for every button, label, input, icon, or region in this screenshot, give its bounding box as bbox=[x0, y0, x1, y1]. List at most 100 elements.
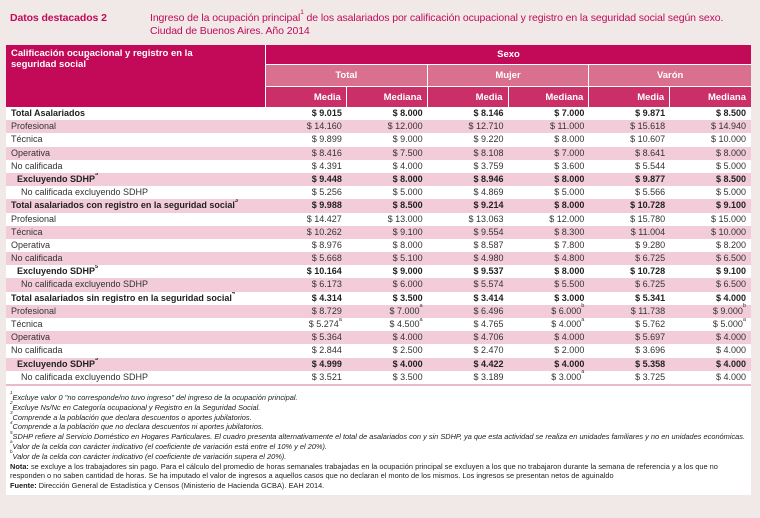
row-label: Operativa bbox=[11, 332, 51, 343]
page-title: Ingreso de la ocupación principal1 de lo… bbox=[150, 8, 754, 38]
value-cell: $ 5.697 bbox=[635, 332, 666, 343]
value-cell: $ 4.000 bbox=[554, 332, 585, 343]
value-cell: $ 8.000 bbox=[715, 147, 746, 158]
masthead: Datos destacados 2 Ingreso de la ocupaci… bbox=[10, 8, 754, 38]
value-cell: $ 9.220 bbox=[473, 134, 504, 145]
row-label: Total Asalariados bbox=[11, 108, 86, 118]
nota-lead: Nota: bbox=[10, 461, 29, 471]
fuente-lead: Fuente: bbox=[10, 481, 37, 491]
table-row: Profesional $ 14.427 $ 13.000 $ 13.063 $ 12.… bbox=[6, 213, 751, 226]
value-cell: $ 8.641 bbox=[635, 147, 666, 158]
value-cell: $ 7.000a bbox=[389, 303, 423, 316]
footnote: bValor de la celda con carácter indicati… bbox=[10, 449, 287, 461]
value-cell: $ 4.000a bbox=[551, 316, 585, 329]
table-row: Excluyendo SDHP5 $ 4.999 $ 4.000 $ 4.422 $ 4… bbox=[6, 357, 751, 371]
value-cell: $ 4.800 bbox=[554, 253, 585, 264]
value-cell: $ 9.214 bbox=[473, 200, 504, 211]
measure-header-varon-media: Media bbox=[589, 87, 671, 107]
value-cell: $ 15.618 bbox=[630, 121, 666, 132]
title-footnote-marker: 1 bbox=[300, 8, 304, 16]
row-label: No calificada excluyendo SDHP bbox=[21, 187, 149, 198]
table-row: No calificada $ 5.668 $ 5.100 $ 4.980 $ 4.80… bbox=[6, 252, 751, 266]
value-cell: $ 3.189 bbox=[473, 371, 504, 382]
value-cell: $ 6.725 bbox=[635, 279, 666, 290]
value-cell: $ 3.521 bbox=[311, 371, 342, 382]
table-row: Total asalariados sin registro en la seg… bbox=[6, 292, 751, 305]
value-cell: $ 7.800 bbox=[554, 239, 585, 250]
value-cell: $ 4.000 bbox=[715, 332, 746, 343]
value-cell: $ 9.015 bbox=[311, 108, 342, 118]
table-row: Operativa $ 8.416 $ 7.500 $ 8.108 $ 7.000 $ 8… bbox=[6, 146, 751, 160]
value-cell: $ 3.414 bbox=[473, 292, 504, 303]
value-cell: $ 4.000 bbox=[715, 358, 746, 369]
value-cell: $ 4.500a bbox=[389, 316, 423, 329]
value-cell: $ 8.108 bbox=[473, 147, 504, 158]
table-row: Técnica $ 10.262 $ 9.100 $ 9.554 $ 8.300 $ 11… bbox=[6, 225, 751, 239]
value-cell: $ 5.544 bbox=[635, 160, 666, 171]
footnote: aValor de la celda con carácter indicati… bbox=[10, 439, 327, 451]
value-cell: $ 9.000 bbox=[392, 134, 423, 145]
value-cell: $ 3.500 bbox=[392, 292, 423, 303]
measure-header-varon-mediana: Mediana bbox=[670, 87, 751, 107]
row-label: Total asalariados sin registro en la seg… bbox=[11, 291, 236, 303]
value-cell: $ 8.000 bbox=[392, 173, 423, 184]
value-cell: $ 13.063 bbox=[468, 213, 504, 224]
value-cell: $ 4.000 bbox=[392, 358, 423, 369]
value-cell: $ 5.762 bbox=[635, 319, 666, 329]
value-cell: $ 4.000 bbox=[392, 332, 423, 343]
value-cell: $ 4.999 bbox=[311, 358, 342, 369]
value-cell: $ 6.500 bbox=[715, 253, 746, 264]
value-cell: $ 14.160 bbox=[306, 121, 342, 132]
value-cell: $ 8.200 bbox=[715, 239, 746, 250]
value-cell: $ 4.000 bbox=[715, 345, 746, 356]
value-cell: $ 15.780 bbox=[630, 213, 666, 224]
value-cell: $ 4.391 bbox=[311, 160, 342, 171]
table-row: No calificada $ 4.391 $ 4.000 $ 3.759 $ 3.60… bbox=[6, 160, 751, 173]
value-cell: $ 3.696 bbox=[635, 345, 666, 356]
footnote: 1Excluye valor 0 "no corresponde/no tuvo… bbox=[10, 390, 298, 402]
value-cell: $ 4.765 bbox=[473, 319, 504, 329]
value-cell: $ 9.899 bbox=[311, 134, 342, 145]
value-cell: $ 12.000 bbox=[549, 213, 585, 224]
nota-text: se excluye a los trabajadores sin pago. … bbox=[10, 461, 718, 481]
header-footnote-marker: 2 bbox=[85, 56, 90, 63]
value-cell: $ 8.000 bbox=[554, 134, 585, 145]
value-cell: $ 8.000 bbox=[392, 239, 423, 250]
value-cell: $ 8.000 bbox=[392, 108, 423, 118]
row-label: Técnica bbox=[11, 134, 43, 145]
row-label: Excluyendo SDHP5 bbox=[17, 265, 99, 277]
value-cell: $ 15.000 bbox=[710, 213, 746, 224]
title-text: Ingreso de la ocupación principal bbox=[150, 12, 301, 24]
table-row: Operativa $ 5.364 $ 4.000 $ 4.706 $ 4.000 $ 5… bbox=[6, 331, 751, 345]
table-row: Técnica $ 5.274a $ 4.500a $ 4.765 $ 4.000a $ … bbox=[6, 316, 751, 331]
table-header: Calificación ocupacional y registro en l… bbox=[6, 45, 751, 107]
value-cell: $ 11.000 bbox=[549, 121, 585, 132]
value-cell: $ 2.844 bbox=[311, 345, 342, 356]
value-cell: $ 4.000 bbox=[392, 160, 423, 171]
value-cell: $ 12.000 bbox=[387, 121, 423, 132]
group-header-mujer: Mujer bbox=[427, 65, 590, 87]
value-cell: $ 9.537 bbox=[473, 266, 504, 277]
value-cell: $ 5.341 bbox=[635, 292, 666, 303]
value-cell: $ 3.600 bbox=[554, 160, 585, 171]
value-cell: $ 8.000 bbox=[554, 200, 585, 211]
value-cell: $ 8.587 bbox=[473, 239, 504, 250]
value-cell: $ 6.000b bbox=[551, 303, 585, 316]
table-block: Calificación ocupacional y registro en l… bbox=[6, 45, 751, 495]
table-body: Total Asalariados $ 9.015 $ 8.000 $ 8.146 $ … bbox=[6, 107, 751, 386]
value-cell: $ 11.738 bbox=[630, 305, 666, 316]
table-row: No calificada $ 2.844 $ 2.500 $ 2.470 $ 2.00… bbox=[6, 344, 751, 357]
row-label: Profesional bbox=[11, 121, 57, 132]
value-cell: $ 9.000 bbox=[392, 266, 423, 277]
footnote: 4Comprende a la población que no declara… bbox=[10, 419, 264, 432]
row-label: No calificada bbox=[11, 253, 63, 264]
value-cell: $ 6.500 bbox=[715, 279, 746, 290]
value-cell: $ 8.500 bbox=[392, 200, 423, 211]
value-cell: $ 10.728 bbox=[630, 200, 666, 211]
value-cell: $ 5.358 bbox=[635, 358, 666, 369]
value-cell: $ 2.470 bbox=[473, 345, 504, 356]
measure-header-mujer-mediana: Mediana bbox=[508, 87, 590, 107]
value-cell: $ 5.000a bbox=[712, 316, 746, 329]
row-label: Total asalariados con registro en la seg… bbox=[11, 199, 239, 211]
value-cell: $ 9.100 bbox=[392, 226, 423, 237]
